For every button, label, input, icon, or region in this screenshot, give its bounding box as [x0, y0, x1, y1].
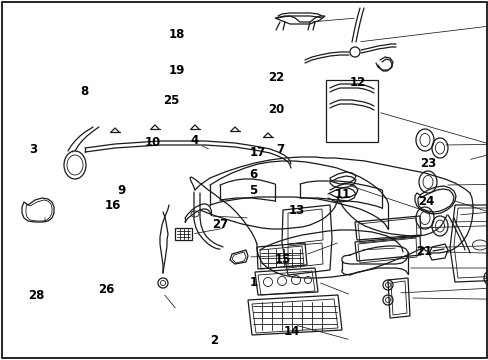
Text: 20: 20 [267, 103, 284, 116]
Text: 10: 10 [144, 136, 160, 149]
Text: 23: 23 [420, 157, 436, 170]
Text: 12: 12 [349, 76, 365, 89]
Text: 18: 18 [168, 28, 184, 41]
Text: 19: 19 [168, 64, 184, 77]
Text: 25: 25 [163, 94, 179, 107]
Text: 24: 24 [418, 195, 434, 208]
Text: 14: 14 [283, 325, 299, 338]
Text: 17: 17 [249, 147, 265, 159]
Text: 8: 8 [81, 85, 89, 98]
Text: 22: 22 [268, 71, 284, 84]
Text: 7: 7 [276, 143, 284, 156]
Text: 21: 21 [415, 246, 431, 258]
Text: 3: 3 [29, 143, 38, 156]
Text: 28: 28 [28, 289, 44, 302]
Text: 9: 9 [117, 184, 125, 197]
Text: 2: 2 [210, 334, 218, 347]
Text: 5: 5 [249, 184, 257, 197]
Text: 26: 26 [98, 283, 114, 296]
Text: 6: 6 [249, 168, 257, 181]
Text: 4: 4 [190, 134, 199, 147]
Text: 1: 1 [249, 276, 257, 289]
Text: 11: 11 [334, 188, 350, 201]
Text: 13: 13 [288, 204, 304, 217]
Text: 15: 15 [274, 253, 290, 266]
Text: 27: 27 [211, 219, 227, 231]
Text: 16: 16 [105, 199, 121, 212]
